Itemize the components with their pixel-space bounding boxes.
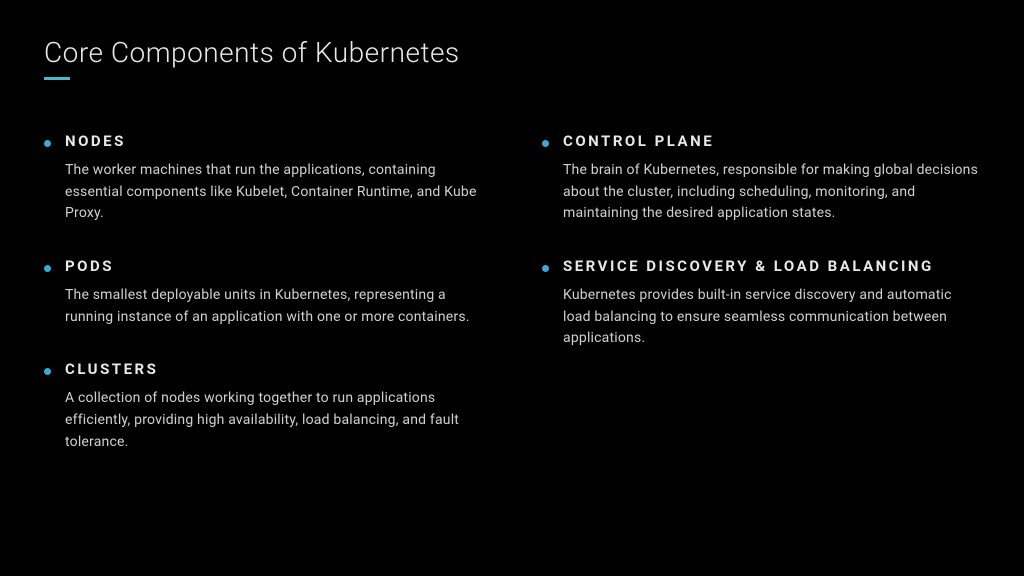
item-description: The smallest deployable units in Kuberne…	[65, 285, 482, 328]
item-title: PODS	[65, 257, 482, 275]
item-title: CLUSTERS	[65, 360, 482, 378]
item-description: The brain of Kubernetes, responsible for…	[563, 160, 980, 225]
list-item: CONTROL PLANE The brain of Kubernetes, r…	[542, 132, 980, 225]
list-item: NODES The worker machines that run the a…	[44, 132, 482, 225]
item-content: NODES The worker machines that run the a…	[65, 132, 482, 225]
item-content: CLUSTERS A collection of nodes working t…	[65, 360, 482, 453]
bullet-icon	[44, 265, 51, 272]
slide-content: NODES The worker machines that run the a…	[44, 132, 980, 486]
bullet-icon	[542, 140, 549, 147]
item-content: PODS The smallest deployable units in Ku…	[65, 257, 482, 328]
column-right: CONTROL PLANE The brain of Kubernetes, r…	[542, 132, 980, 486]
item-description: Kubernetes provides built-in service dis…	[563, 285, 980, 350]
list-item: SERVICE DISCOVERY & LOAD BALANCING Kuber…	[542, 257, 980, 350]
slide-title: Core Components of Kubernetes	[44, 36, 980, 69]
item-content: SERVICE DISCOVERY & LOAD BALANCING Kuber…	[563, 257, 980, 350]
list-item: CLUSTERS A collection of nodes working t…	[44, 360, 482, 453]
item-title: NODES	[65, 132, 482, 150]
item-description: The worker machines that run the applica…	[65, 160, 482, 225]
title-underline	[44, 77, 70, 80]
item-title: SERVICE DISCOVERY & LOAD BALANCING	[563, 257, 980, 275]
bullet-icon	[44, 140, 51, 147]
slide-header: Core Components of Kubernetes	[44, 36, 980, 80]
item-description: A collection of nodes working together t…	[65, 388, 482, 453]
list-item: PODS The smallest deployable units in Ku…	[44, 257, 482, 328]
item-content: CONTROL PLANE The brain of Kubernetes, r…	[563, 132, 980, 225]
bullet-icon	[44, 368, 51, 375]
item-title: CONTROL PLANE	[563, 132, 980, 150]
column-left: NODES The worker machines that run the a…	[44, 132, 482, 486]
bullet-icon	[542, 265, 549, 272]
